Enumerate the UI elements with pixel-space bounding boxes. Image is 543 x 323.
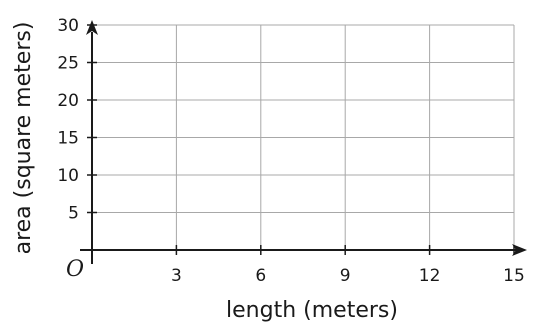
- grid-lines: [92, 24, 515, 250]
- x-axis-arrow-icon: [512, 244, 527, 256]
- y-axis-title: area (square meters): [11, 22, 36, 255]
- x-tick-label: 15: [503, 266, 525, 286]
- axes: [80, 20, 527, 264]
- x-tick-label: 9: [340, 266, 351, 286]
- x-tick-label: 3: [171, 266, 182, 286]
- y-axis-arrow-icon: [86, 20, 98, 35]
- y-tick-label: 25: [57, 54, 79, 74]
- y-tick-label: 15: [57, 129, 79, 149]
- y-tick-label: 30: [57, 16, 79, 36]
- x-tick-label: 12: [419, 266, 441, 286]
- y-tick-label: 5: [68, 204, 79, 224]
- y-tick-label: 20: [57, 91, 79, 111]
- tick-marks: [87, 24, 515, 255]
- x-axis-title: length (meters): [226, 298, 398, 323]
- origin-label: O: [66, 257, 84, 282]
- tick-labels: 3 6 9 12 15 5 10 15 20 25 30: [57, 16, 524, 286]
- x-tick-label: 6: [255, 266, 266, 286]
- y-tick-label: 10: [57, 166, 79, 186]
